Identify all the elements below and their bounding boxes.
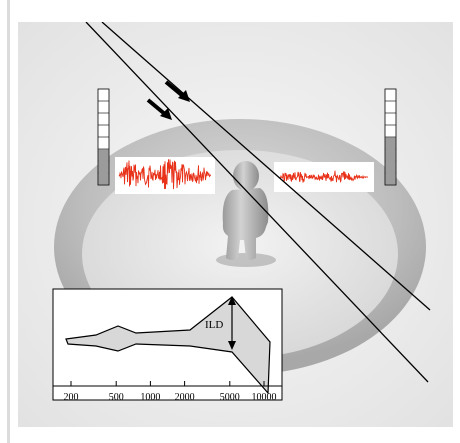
ild-arrow-head-up bbox=[228, 296, 236, 305]
waveform-trace bbox=[279, 170, 369, 184]
page-left-rule bbox=[7, 0, 10, 443]
ild-inset-plot: ILD 200 500 1000 2000 5000 10000 bbox=[52, 288, 283, 403]
x-tick-label: 200 bbox=[64, 392, 79, 403]
x-tick-label: 500 bbox=[109, 392, 124, 403]
x-tick-label: 2000 bbox=[175, 392, 195, 403]
sound-incidence-lines bbox=[85, 22, 431, 383]
left-level-bar bbox=[97, 88, 110, 186]
ild-label: ILD bbox=[205, 319, 223, 331]
ild-figure: ILD 200 500 1000 2000 5000 10000 bbox=[18, 22, 453, 427]
figure-canvas: ILD 200 500 1000 2000 5000 10000 bbox=[18, 22, 453, 427]
x-tick-label: 10000 bbox=[252, 392, 277, 403]
sound-direction-arrows bbox=[146, 80, 190, 120]
x-tick-label: 5000 bbox=[220, 392, 240, 403]
waveform-trace bbox=[118, 159, 211, 190]
right-level-bar bbox=[384, 88, 397, 186]
ild-arrow-head-down bbox=[228, 341, 236, 350]
right-ear-waveform bbox=[274, 162, 374, 192]
x-tick-label: 1000 bbox=[140, 392, 160, 403]
left-ear-waveform bbox=[115, 157, 215, 194]
